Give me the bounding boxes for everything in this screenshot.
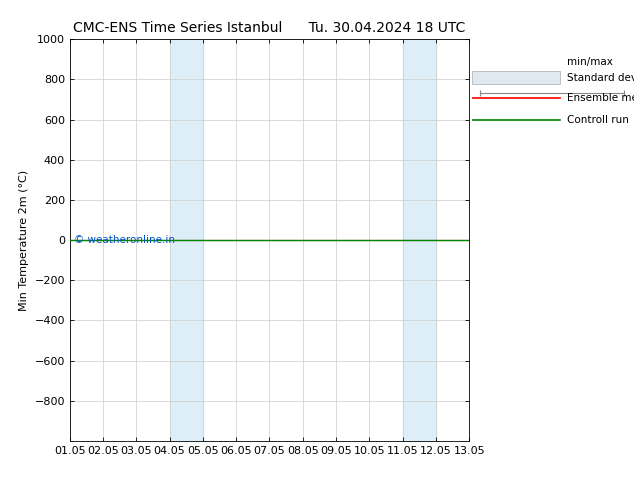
FancyBboxPatch shape: [472, 71, 559, 84]
Bar: [169, 39, 203, 441]
Text: © weatheronline.in: © weatheronline.in: [74, 235, 175, 245]
Text: Ensemble mean run: Ensemble mean run: [567, 93, 634, 102]
Bar: [403, 39, 436, 441]
Title: CMC-ENS Time Series Istanbul      Tu. 30.04.2024 18 UTC: CMC-ENS Time Series Istanbul Tu. 30.04.2…: [74, 21, 465, 35]
Text: Controll run: Controll run: [567, 115, 630, 124]
Text: min/max: min/max: [567, 57, 613, 67]
Y-axis label: Min Temperature 2m (°C): Min Temperature 2m (°C): [19, 170, 29, 311]
Text: Standard deviation: Standard deviation: [567, 73, 634, 83]
